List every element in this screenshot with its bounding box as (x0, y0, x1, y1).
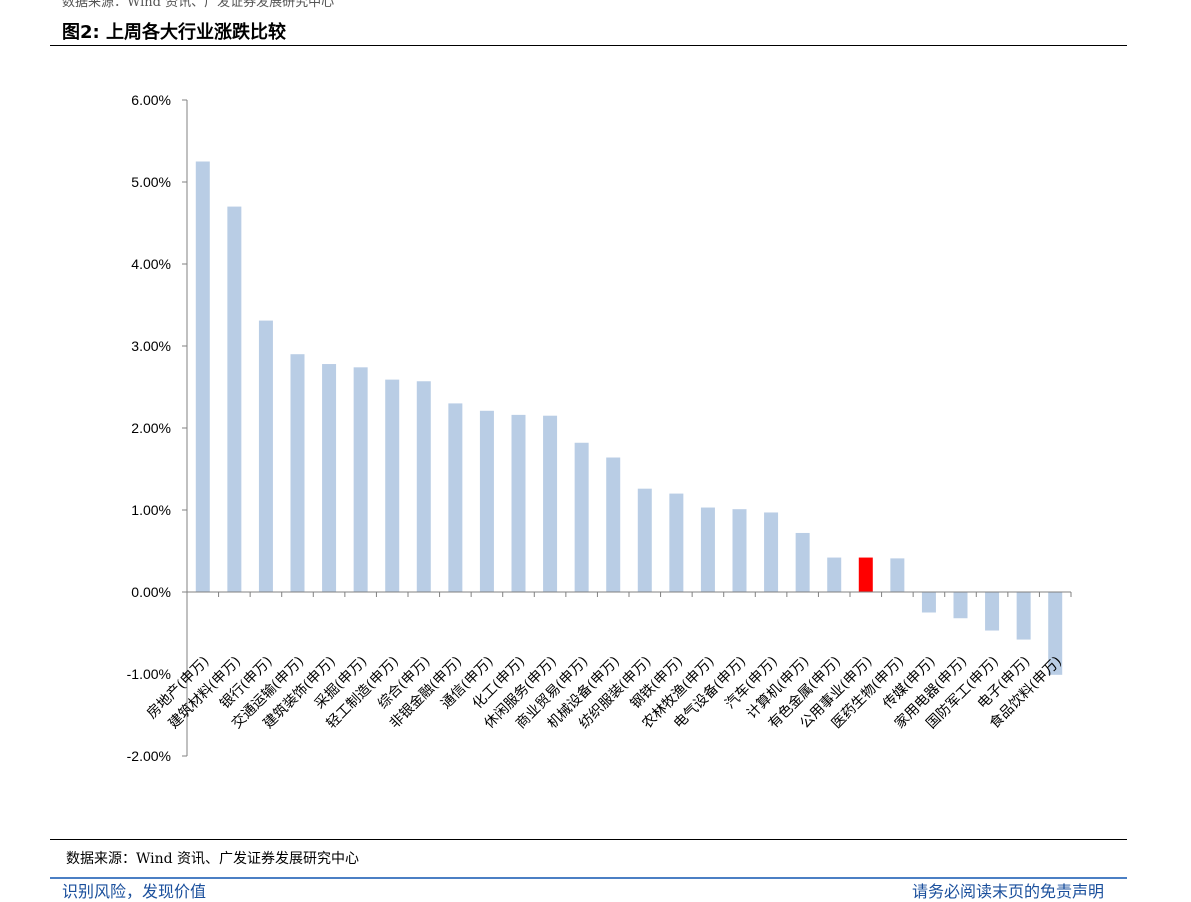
bar-16 (669, 493, 684, 592)
y-tick-label: 3.00% (131, 338, 171, 354)
bar-1 (195, 161, 210, 592)
title-rule (50, 45, 1127, 46)
footer-slogan: 识别风险，发现价值 (62, 882, 207, 901)
top-cut-source-text: 数据来源：Wind 资讯、广发证券发展研究中心 (62, 0, 335, 10)
bar-17 (700, 507, 715, 592)
y-tick-label: 2.00% (131, 420, 171, 436)
figure-title: 图2: 上周各大行业涨跌比较 (62, 22, 286, 43)
bar-26 (985, 592, 1000, 631)
bar-13 (574, 442, 589, 592)
bar-2 (227, 206, 242, 592)
bar-28 (1048, 592, 1063, 675)
bar-15 (637, 488, 652, 592)
x-axis (186, 591, 1072, 597)
y-tick-label: 4.00% (131, 256, 171, 272)
bar-5 (322, 364, 337, 592)
y-tick-label: -2.00% (127, 748, 171, 764)
bar-14 (606, 457, 621, 592)
bar-4 (290, 354, 305, 592)
bar-21 (827, 557, 842, 592)
y-tick-label: 6.00% (131, 92, 171, 108)
y-tick-label: 0.00% (131, 584, 171, 600)
bar-20 (795, 532, 810, 592)
y-tick-label: 5.00% (131, 174, 171, 190)
bar-27 (1016, 592, 1031, 640)
data-source-note: 数据来源：Wind 资讯、广发证券发展研究中心 (66, 851, 360, 867)
footer-rule (50, 877, 1127, 879)
bar-6 (353, 367, 368, 592)
bar-23 (890, 558, 905, 592)
bar-10 (479, 410, 494, 592)
bar-25 (953, 592, 968, 619)
footer-disclaimer: 请务必阅读末页的免责声明 (912, 882, 1105, 901)
bar-19 (764, 512, 779, 592)
bar-24 (921, 592, 936, 613)
category-labels: 房地产(申万)建筑材料(申万)银行(申万)交通运输(申万)建筑装饰(申万)采掘(… (144, 653, 1065, 732)
y-tick-label: -1.00% (127, 666, 171, 682)
bar-22 (858, 557, 873, 592)
y-axis: -2.00% -1.00% 0.00% 1.00% 2.00% 3.00% 4.00% 5.0… (127, 92, 188, 764)
bar-8 (416, 381, 431, 592)
bar-7 (385, 379, 400, 592)
bar-12 (543, 415, 558, 592)
bar-9 (448, 403, 463, 592)
source-rule (50, 839, 1127, 840)
y-tick-label: 1.00% (131, 502, 171, 518)
bars (195, 161, 1063, 675)
bar-18 (732, 509, 747, 592)
bar-11 (511, 414, 526, 592)
bar-3 (258, 320, 273, 592)
